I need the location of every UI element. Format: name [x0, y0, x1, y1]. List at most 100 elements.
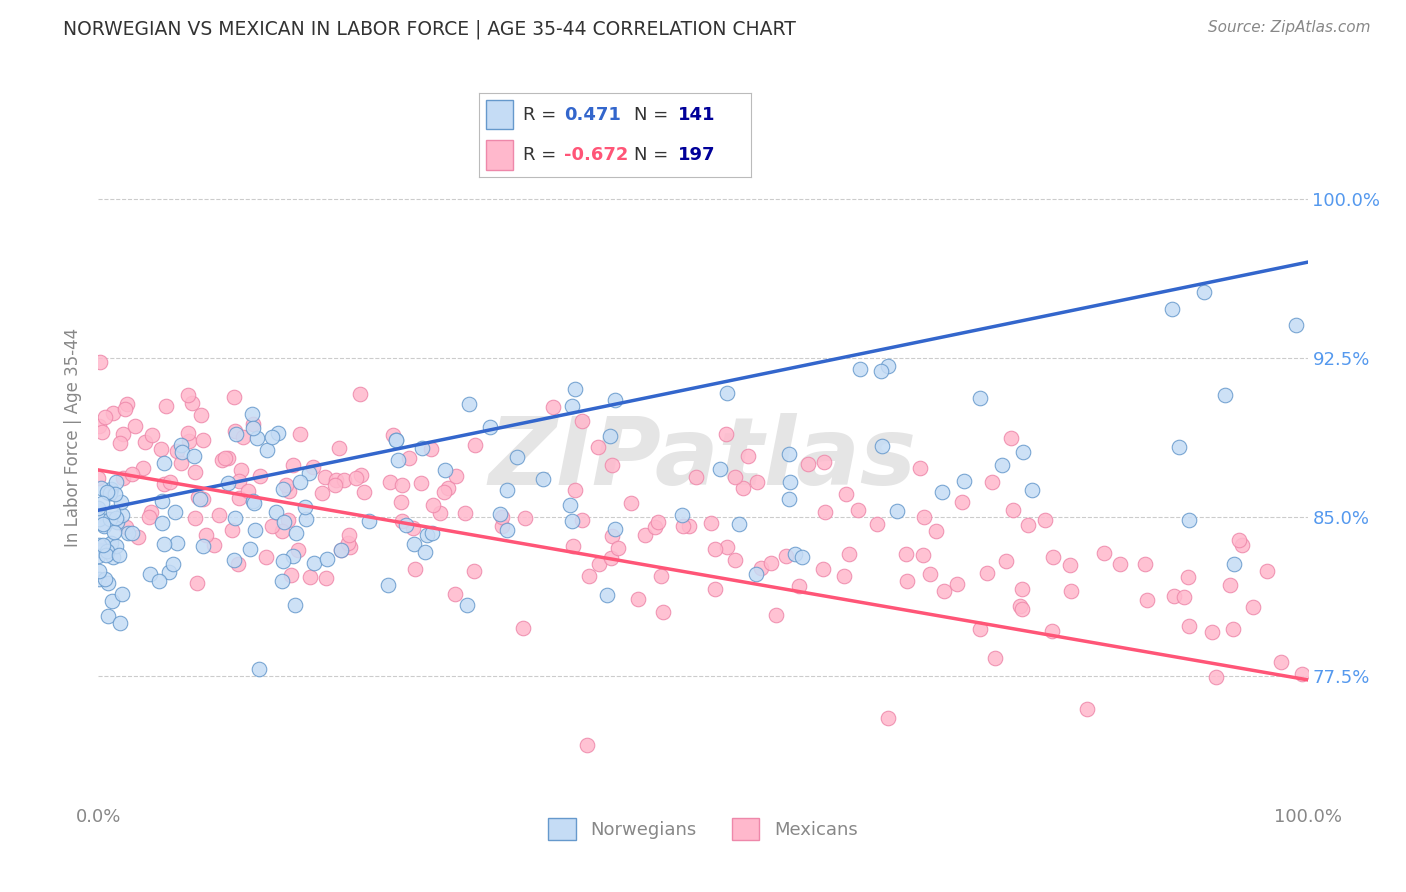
Point [411, 476, 433, 491]
Point [290, 426, 312, 441]
Point [195, 528, 218, 542]
Point [91, 543, 114, 558]
Point [571, 512, 593, 526]
Point [411, 441, 433, 455]
Point [1136, 592, 1159, 607]
Point [564, 382, 586, 396]
Point [298, 570, 321, 584]
Point [931, 485, 953, 500]
Point [1076, 702, 1098, 716]
Point [191, 433, 214, 447]
Point [323, 478, 346, 492]
Point [894, 547, 917, 561]
Point [115, 397, 138, 411]
Point [284, 598, 307, 612]
Point [981, 475, 1004, 490]
Point [454, 506, 477, 520]
Point [600, 529, 623, 543]
Point [869, 364, 891, 378]
Point [124, 419, 146, 434]
Point [420, 526, 443, 541]
Point [114, 520, 136, 534]
Point [387, 453, 409, 467]
Point [561, 399, 583, 413]
Point [733, 481, 755, 495]
Point [339, 540, 361, 554]
Point [184, 511, 207, 525]
Point [242, 496, 264, 510]
Point [716, 386, 738, 401]
Point [1219, 577, 1241, 591]
Point [276, 477, 298, 491]
Point [93, 519, 115, 533]
Point [87, 501, 110, 516]
Point [139, 566, 162, 581]
Point [813, 506, 835, 520]
Point [599, 550, 621, 565]
Point [350, 468, 373, 483]
Point [745, 475, 768, 489]
Point [716, 541, 738, 555]
Point [391, 514, 413, 528]
Point [1011, 582, 1033, 596]
Point [224, 424, 246, 438]
Point [759, 557, 782, 571]
Point [709, 462, 731, 476]
Point [991, 458, 1014, 472]
Point [491, 509, 513, 524]
Point [232, 430, 254, 444]
Point [97, 575, 120, 590]
Point [506, 450, 529, 465]
Point [876, 710, 898, 724]
Point [437, 481, 460, 495]
Point [877, 359, 900, 374]
Point [325, 473, 347, 487]
Point [444, 469, 467, 483]
Point [976, 566, 998, 581]
Point [1256, 564, 1278, 578]
Point [280, 568, 302, 582]
Point [90, 481, 112, 495]
Point [647, 516, 669, 530]
Point [724, 470, 747, 484]
Point [838, 547, 860, 561]
Point [575, 738, 598, 752]
Point [1109, 557, 1132, 571]
Point [242, 493, 264, 508]
Point [456, 598, 478, 612]
Point [1163, 589, 1185, 603]
Point [778, 447, 800, 461]
Point [134, 434, 156, 449]
Point [273, 515, 295, 529]
Point [97, 608, 120, 623]
Point [1092, 546, 1115, 560]
Point [778, 491, 800, 506]
Point [797, 457, 820, 471]
Point [1042, 550, 1064, 565]
Point [304, 556, 326, 570]
Point [333, 473, 356, 487]
Point [1205, 670, 1227, 684]
Point [599, 429, 621, 443]
Point [228, 491, 250, 505]
Point [464, 438, 486, 452]
Point [1177, 513, 1199, 527]
Point [141, 428, 163, 442]
Point [349, 387, 371, 401]
Point [240, 407, 263, 421]
Point [111, 508, 134, 523]
Point [153, 456, 176, 470]
Point [271, 483, 294, 497]
Point [995, 553, 1018, 567]
Point [792, 549, 814, 564]
Point [162, 557, 184, 571]
Point [288, 475, 311, 490]
Point [337, 535, 360, 549]
Point [246, 431, 269, 445]
Point [218, 476, 240, 491]
Point [98, 486, 121, 500]
Point [153, 477, 176, 491]
Point [260, 519, 283, 533]
Point [277, 513, 299, 527]
Point [152, 516, 174, 530]
